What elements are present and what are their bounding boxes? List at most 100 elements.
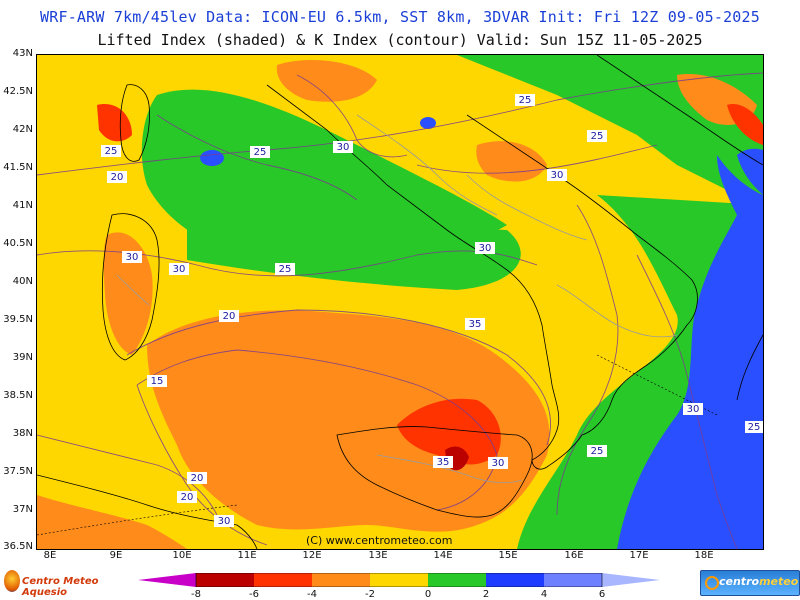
svg-text:30: 30 <box>218 516 231 527</box>
svg-text:25: 25 <box>279 264 292 275</box>
lat-label: 36.5N <box>3 541 33 552</box>
logo-ring-icon <box>705 576 719 590</box>
k-contour <box>37 434 218 516</box>
svg-text:30: 30 <box>126 252 139 263</box>
k-label: 30 <box>475 242 495 254</box>
k-label: 30 <box>169 263 189 275</box>
k-label: 20 <box>177 491 197 503</box>
k-label: 25 <box>515 94 535 106</box>
svg-text:35: 35 <box>469 319 482 330</box>
colorbar-segment <box>312 573 370 587</box>
k-label: 25 <box>587 130 607 142</box>
svg-text:25: 25 <box>519 95 532 106</box>
map-canvas: 25 25 25 25 20 30 30 30 25 30 30 20 35 1… <box>37 55 763 549</box>
very-stable-region-ionian <box>617 155 763 549</box>
lon-label: 15E <box>498 550 518 561</box>
svg-text:20: 20 <box>181 492 194 503</box>
lon-label: 17E <box>629 550 649 561</box>
most-unstable-region-sicily <box>397 398 501 465</box>
centrometeo-logo: centrometeo <box>700 570 800 596</box>
lon-label: 11E <box>237 550 257 561</box>
lat-label: 41.5N <box>3 162 33 173</box>
sea-borders <box>37 354 718 536</box>
lat-label: 43N <box>12 48 33 59</box>
lon-label: 13E <box>368 550 388 561</box>
unstable-region-southwest <box>37 495 187 549</box>
k-label: 25 <box>587 445 607 457</box>
coast-sicily <box>336 426 533 518</box>
region-border <box>466 174 588 241</box>
k-contour <box>556 204 619 516</box>
k-contour <box>37 72 763 176</box>
lon-label: 10E <box>172 550 192 561</box>
colorbar-segment <box>370 573 428 587</box>
coast-sardinia <box>101 213 160 361</box>
k-label: 25 <box>101 145 121 157</box>
k-label: 30 <box>683 403 703 415</box>
k-label: 25 <box>745 421 763 433</box>
logo-left-text: Centro Meteo Aquesio <box>22 576 99 598</box>
k-contour <box>136 384 268 546</box>
stable-region-north-east <box>77 55 763 205</box>
lon-label: 8E <box>43 550 57 561</box>
colorbar-tick: -2 <box>365 589 375 600</box>
k-contour <box>126 309 551 446</box>
colorbar-arrow-left <box>138 573 196 587</box>
colorbar-arrow-right <box>602 573 660 587</box>
lat-label: 39.5N <box>3 314 33 325</box>
lon-label: 12E <box>302 550 322 561</box>
k-label: 35 <box>465 318 485 330</box>
svg-text:20: 20 <box>191 473 204 484</box>
svg-text:30: 30 <box>687 404 700 415</box>
lat-label: 37.5N <box>3 466 33 477</box>
colorbar-segment <box>544 573 602 587</box>
svg-text:30: 30 <box>479 243 492 254</box>
colorbar-tick: -6 <box>249 589 259 600</box>
region-border <box>556 284 678 338</box>
colorbar-tick: -8 <box>191 589 201 600</box>
colorbar-segment <box>486 573 544 587</box>
region-border <box>356 114 498 216</box>
lat-label: 39N <box>12 352 33 363</box>
svg-text:25: 25 <box>748 422 761 433</box>
stable-patch <box>200 150 224 166</box>
coast-corsica <box>119 84 150 162</box>
colorbar-segment <box>254 573 312 587</box>
lon-label: 14E <box>433 550 453 561</box>
svg-text:30: 30 <box>337 142 350 153</box>
colorbar-segment <box>196 573 254 587</box>
weather-map: 25 25 25 25 20 30 30 30 25 30 30 20 35 1… <box>36 54 764 550</box>
stable-patch <box>420 117 436 129</box>
globe-icon <box>4 570 20 592</box>
copyright-text: (C) www.centrometeo.com <box>306 534 453 547</box>
k-label: 25 <box>250 146 270 158</box>
lon-label: 9E <box>109 550 123 561</box>
svg-text:25: 25 <box>105 146 118 157</box>
centro-meteo-aquesio-logo: Centro Meteo Aquesio <box>2 568 114 598</box>
k-contour <box>156 114 358 201</box>
svg-text:25: 25 <box>254 147 267 158</box>
k-label: 35 <box>433 456 453 468</box>
colorbar-tick: -4 <box>307 589 317 600</box>
colorbar-tick: 2 <box>482 589 490 600</box>
svg-text:30: 30 <box>173 264 186 275</box>
k-label: 20 <box>219 310 239 322</box>
very-stable-region-adriatic <box>737 148 763 195</box>
region-border <box>116 274 150 306</box>
svg-text:20: 20 <box>223 311 236 322</box>
title-line-1: WRF-ARW 7km/45lev Data: ICON-EU 6.5km, S… <box>40 8 760 26</box>
colorbar-tick: 0 <box>424 589 432 600</box>
colorbar-tick: 4 <box>540 589 548 600</box>
unstable-region-south <box>147 310 550 532</box>
k-label: 30 <box>333 141 353 153</box>
colorbar-segment <box>428 573 486 587</box>
coast-greece <box>736 334 763 401</box>
k-contour <box>296 74 408 158</box>
svg-text:25: 25 <box>591 131 604 142</box>
k-label: 15 <box>147 375 167 387</box>
k-label: 20 <box>107 171 127 183</box>
sea-border <box>37 504 238 536</box>
lat-label: 40.5N <box>3 238 33 249</box>
region-border <box>376 454 523 484</box>
stable-region-tyrrhenian <box>187 212 521 290</box>
